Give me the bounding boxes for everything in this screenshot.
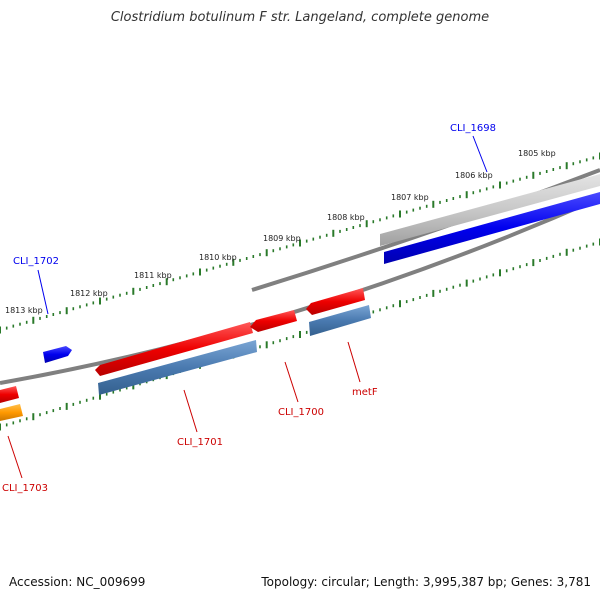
- map-title: Clostridium botulinum F str. Langeland, …: [110, 10, 490, 25]
- feature-cli-1701-rna[interactable]: [98, 340, 257, 395]
- gene-cli-1700[interactable]: [250, 310, 297, 332]
- leader-cli-1698: [472, 135, 488, 173]
- gene-grey-feature[interactable]: [380, 174, 600, 246]
- ruler-label-1806: 1806 kbp: [455, 171, 493, 180]
- accession-text: Accession: NC_009699: [9, 575, 146, 589]
- gene-metf[interactable]: [306, 288, 365, 315]
- label-cli-1698[interactable]: CLI_1698: [450, 123, 496, 134]
- gene-cli-1702[interactable]: [43, 346, 72, 363]
- ruler-label-1808: 1808 kbp: [327, 213, 365, 222]
- ruler-label-1807: 1807 kbp: [391, 193, 429, 202]
- ruler-label-1813: 1813 kbp: [5, 306, 43, 315]
- label-cli-1702[interactable]: CLI_1702: [13, 256, 59, 267]
- leader-cli-1702: [37, 269, 49, 315]
- ruler-label-1810: 1810 kbp: [199, 253, 237, 262]
- feature-cli-1703-pseudo[interactable]: [0, 404, 23, 421]
- label-cli-1701[interactable]: CLI_1701: [177, 437, 223, 448]
- label-cli-1703[interactable]: CLI_1703: [2, 483, 48, 494]
- feature-metf-rna[interactable]: [309, 305, 371, 336]
- ruler-outer: [0, 152, 600, 334]
- label-cli-1700[interactable]: CLI_1700: [278, 407, 324, 418]
- leader-cli-1703: [7, 435, 23, 479]
- gene-cli-1703[interactable]: [0, 386, 19, 403]
- ruler-label-1809: 1809 kbp: [263, 234, 301, 243]
- leader-cli-1700: [284, 361, 299, 403]
- leader-cli-1701: [183, 389, 198, 433]
- genome-summary-text: Topology: circular; Length: 3,995,387 bp…: [261, 575, 591, 589]
- gene-cli-1701[interactable]: [95, 322, 253, 376]
- label-metf[interactable]: metF: [352, 387, 378, 398]
- gene-cli-1698[interactable]: [384, 192, 600, 264]
- leader-metf: [347, 341, 361, 383]
- ruler-label-1812: 1812 kbp: [70, 289, 108, 298]
- ruler-label-1805: 1805 kbp: [518, 149, 556, 158]
- ruler-label-1811: 1811 kbp: [134, 271, 172, 280]
- ruler-inner: [0, 238, 600, 431]
- backbone-inner: [0, 196, 600, 385]
